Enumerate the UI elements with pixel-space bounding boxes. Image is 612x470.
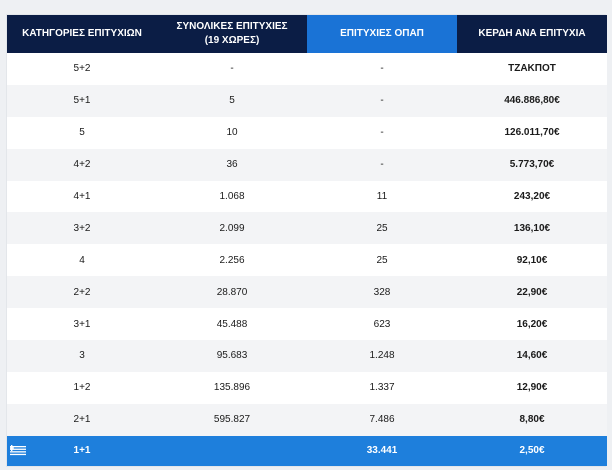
- table-row: 3+2 2.099 25 136,10€: [7, 212, 607, 245]
- cell-opap: -: [307, 148, 457, 181]
- header-total: ΣΥΝΟΛΙΚΕΣ ΕΠΙΤΥΧΙΕΣ (19 ΧΩΡΕΣ): [157, 15, 307, 53]
- results-table-container: ΚΑΤΗΓΟΡΙΕΣ ΕΠΙΤΥΧΙΩΝ ΣΥΝΟΛΙΚΕΣ ΕΠΙΤΥΧΙΕΣ…: [6, 14, 607, 467]
- cell-prize: 12,90€: [457, 371, 607, 404]
- cell-total: 45.488: [157, 308, 307, 341]
- table-row: 3 95.683 1.248 14,60€: [7, 340, 607, 372]
- header-opap-label: ΕΠΙΤΥΧΙΕΣ ΟΠΑΠ: [340, 28, 424, 39]
- header-total-sublabel: (19 ΧΩΡΕΣ): [204, 35, 260, 46]
- cell-total: 1.068: [157, 180, 307, 213]
- table-row: 2+1 595.827 7.486 8,80€: [7, 403, 607, 436]
- cell-total: 135.896: [157, 371, 307, 404]
- cell-opap: -: [307, 116, 457, 149]
- cell-total-highlight: [157, 435, 307, 466]
- cell-opap: 25: [307, 244, 457, 277]
- cell-total: 28.870: [157, 276, 307, 309]
- cell-opap: 623: [307, 308, 457, 341]
- cell-opap: 328: [307, 276, 457, 309]
- cell-total: 10: [157, 116, 307, 149]
- cell-category: 2+1: [7, 403, 157, 436]
- cell-prize: ΤΖΑΚΠΟΤ: [457, 53, 607, 85]
- header-prize-label: ΚΕΡΔΗ ΑΝΑ ΕΠΙΤΥΧΙΑ: [478, 28, 586, 39]
- table-row: 5+1 5 - 446.886,80€: [7, 84, 607, 117]
- greek-flag-icon: [10, 444, 26, 455]
- table-row: 3+1 45.488 623 16,20€: [7, 308, 607, 341]
- cell-prize: 5.773,70€: [457, 148, 607, 181]
- cell-prize: 136,10€: [457, 212, 607, 245]
- header-prize: ΚΕΡΔΗ ΑΝΑ ΕΠΙΤΥΧΙΑ: [457, 15, 607, 53]
- table-row: 2+2 28.870 328 22,90€: [7, 276, 607, 309]
- cell-category: 4+2: [7, 148, 157, 181]
- cell-prize: 92,10€: [457, 244, 607, 277]
- cell-prize: 243,20€: [457, 180, 607, 213]
- cell-total: 595.827: [157, 403, 307, 436]
- cell-category: 4+1: [7, 180, 157, 213]
- cell-category: 5: [7, 116, 157, 149]
- cell-prize: 16,20€: [457, 308, 607, 341]
- cell-opap-highlight: 33.441: [307, 435, 457, 466]
- table-row-highlight: 1+1 33.441 2,50€: [7, 435, 607, 466]
- cell-opap: 7.486: [307, 403, 457, 436]
- cell-category: 3+2: [7, 212, 157, 245]
- cell-category: 1+2: [7, 371, 157, 404]
- cell-category: 3: [7, 340, 157, 372]
- table-header-row: ΚΑΤΗΓΟΡΙΕΣ ΕΠΙΤΥΧΙΩΝ ΣΥΝΟΛΙΚΕΣ ΕΠΙΤΥΧΙΕΣ…: [7, 15, 607, 53]
- table-row: 4+1 1.068 11 243,20€: [7, 180, 607, 213]
- cell-prize: 14,60€: [457, 340, 607, 372]
- header-total-label: ΣΥΝΟΛΙΚΕΣ ΕΠΙΤΥΧΙΕΣ: [176, 21, 288, 32]
- cell-prize: 446.886,80€: [457, 84, 607, 117]
- cell-category: 2+2: [7, 276, 157, 309]
- cell-total: 36: [157, 148, 307, 181]
- cell-total: 95.683: [157, 340, 307, 372]
- cell-prize: 8,80€: [457, 403, 607, 436]
- cell-opap: -: [307, 84, 457, 117]
- cell-category: 4: [7, 244, 157, 277]
- results-table: ΚΑΤΗΓΟΡΙΕΣ ΕΠΙΤΥΧΙΩΝ ΣΥΝΟΛΙΚΕΣ ΕΠΙΤΥΧΙΕΣ…: [7, 15, 607, 466]
- cell-total: 5: [157, 84, 307, 117]
- cell-category: 5+2: [7, 53, 157, 85]
- highlight-category-label: 1+1: [73, 445, 91, 457]
- cell-opap: 1.337: [307, 371, 457, 404]
- header-category: ΚΑΤΗΓΟΡΙΕΣ ΕΠΙΤΥΧΙΩΝ: [7, 15, 157, 53]
- cell-prize-highlight: 2,50€: [457, 435, 607, 466]
- header-category-label: ΚΑΤΗΓΟΡΙΕΣ ΕΠΙΤΥΧΙΩΝ: [22, 28, 142, 39]
- header-opap: ΕΠΙΤΥΧΙΕΣ ΟΠΑΠ: [307, 15, 457, 53]
- table-row: 5+2 - - ΤΖΑΚΠΟΤ: [7, 53, 607, 85]
- cell-category: 3+1: [7, 308, 157, 341]
- cell-category-highlight: 1+1: [7, 435, 157, 466]
- table-row: 5 10 - 126.011,70€: [7, 116, 607, 149]
- cell-total: -: [157, 53, 307, 85]
- cell-total: 2.099: [157, 212, 307, 245]
- cell-opap: 11: [307, 180, 457, 213]
- cell-category: 5+1: [7, 84, 157, 117]
- cell-opap: -: [307, 53, 457, 85]
- table-row: 4 2.256 25 92,10€: [7, 244, 607, 277]
- cell-prize: 22,90€: [457, 276, 607, 309]
- cell-prize: 126.011,70€: [457, 116, 607, 149]
- cell-opap: 25: [307, 212, 457, 245]
- table-row: 4+2 36 - 5.773,70€: [7, 148, 607, 181]
- table-row: 1+2 135.896 1.337 12,90€: [7, 371, 607, 404]
- cell-total: 2.256: [157, 244, 307, 277]
- cell-opap: 1.248: [307, 340, 457, 372]
